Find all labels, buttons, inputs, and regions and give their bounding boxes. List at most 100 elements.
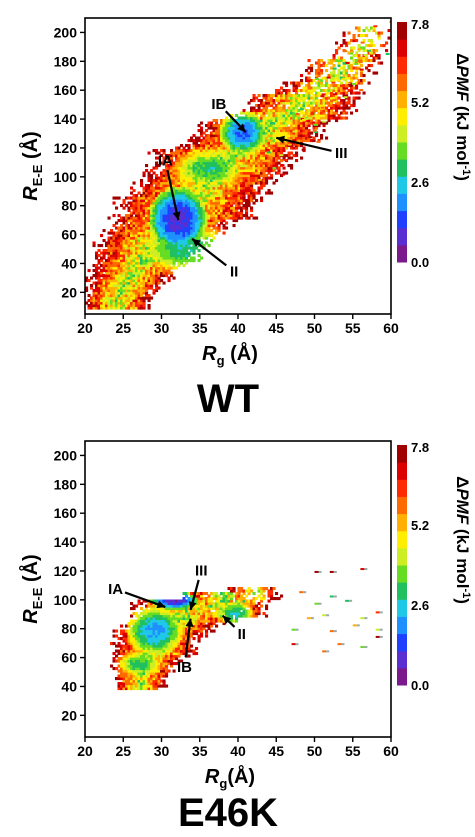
heatmap-cell (317, 84, 321, 88)
heatmap-cell (145, 649, 149, 653)
heatmap-cell (182, 647, 186, 651)
heatmap-cell (127, 264, 131, 268)
heatmap-cell (125, 231, 129, 235)
heatmap-cell (85, 279, 89, 283)
heatmap-cell (227, 139, 231, 143)
heatmap-cell (177, 256, 181, 260)
heatmap-cell (257, 104, 261, 108)
heatmap-cell (135, 281, 139, 285)
heatmap-cell (127, 216, 131, 220)
heatmap-cell (272, 159, 276, 163)
heatmap-cell (135, 259, 139, 263)
heatmap-cell (122, 241, 126, 245)
heatmap-cell (137, 677, 141, 681)
heatmap-cell (155, 274, 159, 278)
heatmap-cell (130, 301, 134, 305)
heatmap-cell (230, 169, 234, 173)
heatmap-cell (167, 251, 171, 255)
heatmap-cell (157, 211, 161, 215)
heatmap-cell (145, 191, 149, 195)
heatmap-cell (330, 106, 334, 110)
heatmap-cell (267, 114, 271, 118)
heatmap-cell (152, 241, 156, 245)
heatmap-cell (265, 169, 269, 173)
heatmap-cell (270, 151, 274, 155)
heatmap-cell (112, 251, 116, 255)
heatmap-cell (235, 199, 239, 203)
heatmap-cell (152, 269, 156, 273)
heatmap-cell (152, 604, 156, 608)
heatmap-cell (320, 111, 324, 115)
heatmap-cell (122, 246, 126, 250)
heatmap-cell (140, 659, 144, 663)
heatmap-cell (167, 236, 171, 240)
heatmap-cell (225, 156, 229, 160)
heatmap-cell (152, 622, 156, 626)
heatmap-cell (222, 119, 226, 123)
heatmap-cell (217, 194, 221, 198)
heatmap-cell (182, 637, 186, 641)
heatmap-cell (252, 146, 256, 150)
heatmap-cell (197, 624, 201, 628)
heatmap-cell (142, 674, 146, 678)
heatmap-cell (150, 674, 154, 678)
heatmap-cell (95, 294, 99, 298)
heatmap-cell (207, 146, 211, 150)
heatmap-cell (142, 619, 146, 623)
heatmap-cell (217, 124, 221, 128)
heatmap-cell (235, 161, 239, 165)
heatmap-cell (352, 99, 356, 103)
heatmap-cell (115, 274, 119, 278)
heatmap-cell (235, 119, 239, 123)
heatmap-cell (165, 659, 169, 663)
heatmap-cell (212, 231, 216, 235)
heatmap-cell (182, 617, 186, 621)
heatmap-cell (210, 126, 214, 130)
heatmap-cell (167, 199, 171, 203)
heatmap-cell (297, 104, 301, 108)
heatmap-cell (262, 176, 266, 180)
heatmap-cell (162, 627, 166, 631)
heatmap-cell (127, 629, 131, 633)
heatmap-cell (175, 224, 179, 228)
heatmap-cell (205, 164, 209, 168)
heatmap-cell (207, 609, 211, 613)
heatmap-cell (105, 269, 109, 273)
heatmap-cell (285, 91, 289, 95)
heatmap-cell (155, 254, 159, 258)
heatmap-cell (142, 632, 146, 636)
heatmap-cell (232, 211, 236, 215)
heatmap-cell (135, 221, 139, 225)
heatmap-cell (122, 664, 126, 668)
heatmap-cell (160, 657, 164, 661)
heatmap-cell (205, 169, 209, 173)
heatmap-cell (142, 269, 146, 273)
heatmap-cell (232, 154, 236, 158)
heatmap-cell (267, 126, 271, 130)
heatmap-cell (302, 129, 306, 133)
heatmap-cell (270, 136, 274, 140)
heatmap-cell (172, 649, 176, 653)
heatmap-cell (152, 667, 156, 671)
heatmap-cell (125, 674, 129, 678)
heatmap-cell (157, 609, 161, 613)
heatmap-cell (232, 176, 236, 180)
heatmap-cell (85, 276, 89, 280)
heatmap-cell (325, 69, 329, 73)
heatmap-cell (190, 209, 194, 213)
heatmap-cell (247, 124, 251, 128)
heatmap-cell (132, 624, 136, 628)
heatmap-cell (100, 251, 104, 255)
heatmap-cell (190, 194, 194, 198)
heatmap-cell (140, 221, 144, 225)
heatmap-cell (277, 129, 281, 133)
heatmap-cell (252, 176, 256, 180)
heatmap-cell (140, 669, 144, 673)
heatmap-cell (145, 169, 149, 173)
heatmap-cell (360, 64, 364, 68)
heatmap-cell (102, 284, 106, 288)
heatmap-cell (197, 139, 201, 143)
heatmap-cell (155, 289, 159, 293)
heatmap-cell (120, 234, 124, 238)
heatmap-cell (247, 191, 251, 195)
